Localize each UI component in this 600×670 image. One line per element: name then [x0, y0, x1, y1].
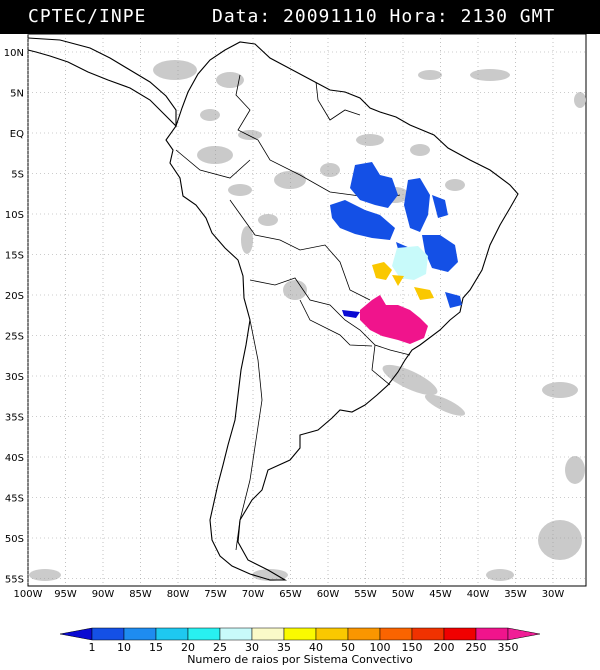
colorbar-segment — [59, 627, 93, 641]
lon-label: 45W — [429, 589, 452, 600]
lat-label: 5N — [10, 89, 24, 100]
colorbar-label: 250 — [466, 641, 487, 654]
colorbar-label: 200 — [434, 641, 455, 654]
colorbar-label: 150 — [402, 641, 423, 654]
map-panel: 10N5NEQ5S10S15S20S25S30S35S40S45S50S55S … — [4, 34, 587, 654]
colorbar-label: 10 — [117, 641, 131, 654]
lon-label: 60W — [317, 589, 340, 600]
lon-label: 50W — [392, 589, 415, 600]
lat-label: 10S — [5, 210, 24, 221]
lon-label: 80W — [167, 589, 190, 600]
colorbar-label: 40 — [309, 641, 323, 654]
colorbar-segment — [251, 627, 285, 641]
colorbar-segment — [155, 627, 189, 641]
lat-label: 5S — [11, 170, 24, 181]
lon-label: 30W — [542, 589, 565, 600]
lat-label: 20S — [5, 291, 24, 302]
convective-systems — [330, 162, 462, 344]
colorbar-label: 350 — [498, 641, 519, 654]
map-frame — [27, 34, 587, 587]
lat-label: 10N — [4, 48, 24, 59]
lon-label: 90W — [92, 589, 115, 600]
lon-label: 35W — [504, 589, 527, 600]
lat-label: 30S — [5, 372, 24, 383]
lon-label: 70W — [242, 589, 265, 600]
lat-label: 40S — [5, 453, 24, 464]
colorbar-segment — [379, 627, 413, 641]
colorbar-segment — [507, 627, 541, 641]
colorbar-segment — [91, 627, 125, 641]
colorbar-segment — [411, 627, 445, 641]
lat-label: EQ — [10, 129, 24, 140]
lon-label: 100W — [14, 589, 43, 600]
colorbar-segment — [315, 627, 349, 641]
lon-label: 55W — [354, 589, 377, 600]
colorbar-segment — [219, 627, 253, 641]
colorbar-label: 50 — [341, 641, 355, 654]
lat-label: 15S — [5, 251, 24, 262]
longitude-labels: 100W 95W 90W 85W 80W 75W 70W 65W 60W 55W 50W 45W 40W… — [14, 589, 565, 600]
legend-caption: Numero de raios por Sistema Convectivo — [187, 653, 413, 666]
lat-label: 50S — [5, 534, 24, 545]
colorbar-segment — [123, 627, 157, 641]
colorbar-label: 25 — [213, 641, 227, 654]
colorbar-segment — [347, 627, 381, 641]
south-america-coastline — [165, 41, 519, 581]
central-america-coastline — [27, 37, 177, 128]
colorbar-label: 100 — [370, 641, 391, 654]
colorbar — [59, 627, 541, 641]
lat-label: 45S — [5, 494, 24, 505]
colorbar-segment — [443, 627, 477, 641]
colorbar-label: 30 — [245, 641, 259, 654]
lon-label: 95W — [54, 589, 77, 600]
date-time-label: Data: 20091110 Hora: 2130 GMT — [212, 6, 556, 27]
colorbar-label: 1 — [89, 641, 96, 654]
title-bar: CPTEC/INPE Data: 20091110 Hora: 2130 GMT — [0, 0, 600, 34]
lat-label: 25S — [5, 332, 24, 343]
graticule — [27, 34, 586, 586]
colorbar-segment — [187, 627, 221, 641]
colorbar-segment — [283, 627, 317, 641]
colorbar-label: 20 — [181, 641, 195, 654]
lon-label: 75W — [204, 589, 227, 600]
colorbar-label: 35 — [277, 641, 291, 654]
lat-label: 55S — [5, 575, 24, 586]
colorbar-labels: 1 10 15 20 25 30 35 40 50 100 150 200 250 350 — [89, 641, 519, 654]
lat-label: 35S — [5, 413, 24, 424]
lon-label: 40W — [467, 589, 490, 600]
latitude-labels: 10N 5N EQ 5S 10S 15S 20S 25S 30S 35S 40S 45S 50S 55S — [4, 48, 24, 586]
source-label: CPTEC/INPE — [28, 6, 147, 27]
colorbar-label: 15 — [149, 641, 163, 654]
lon-label: 85W — [129, 589, 152, 600]
lon-label: 65W — [279, 589, 302, 600]
colorbar-segment — [475, 627, 509, 641]
